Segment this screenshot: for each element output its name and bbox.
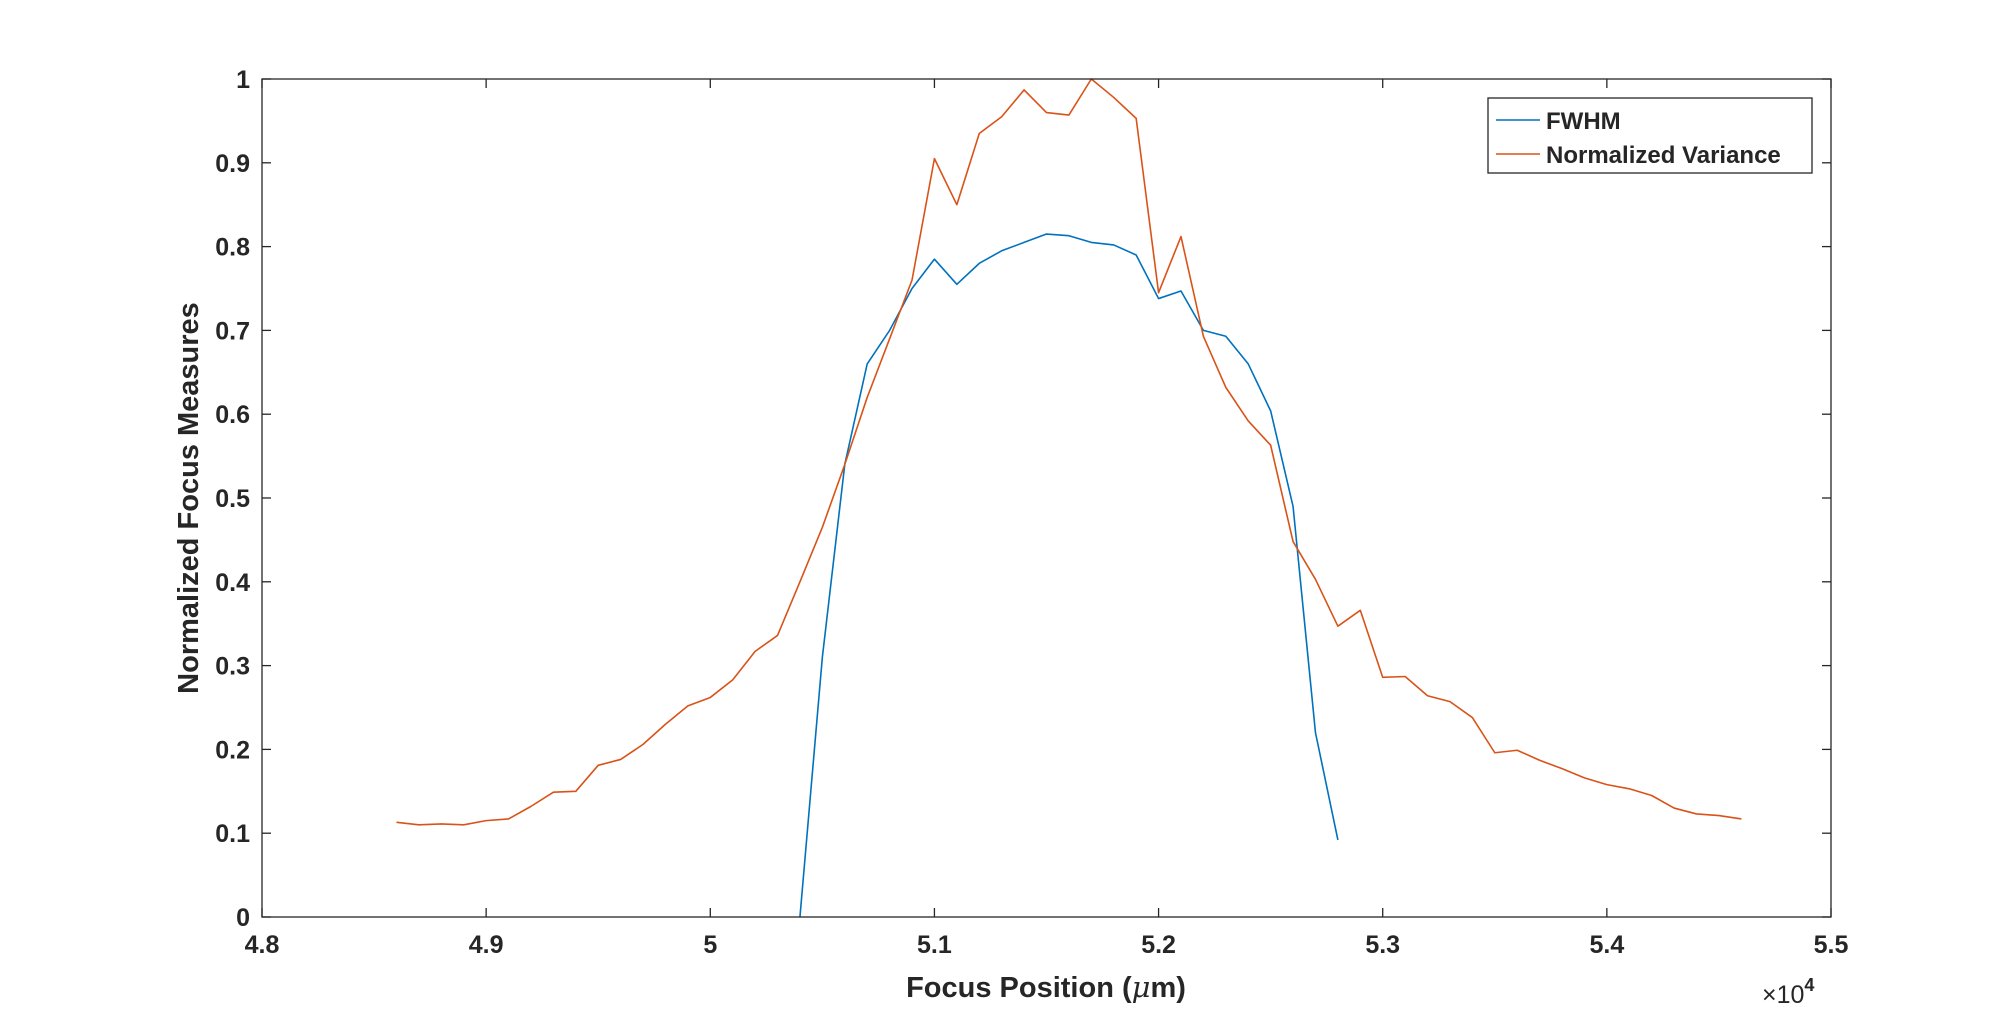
y-tick-label: 0.3 — [215, 653, 250, 681]
x-tick-label: 5.4 — [1589, 931, 1624, 959]
y-tick-label: 0.4 — [215, 569, 250, 597]
y-tick-label: 0.9 — [215, 150, 250, 178]
x-tick-label: 5 — [703, 931, 717, 959]
y-tick-label: 0 — [236, 904, 250, 932]
x-tick-label: 4.8 — [245, 931, 280, 959]
y-tick-label: 0.1 — [215, 820, 250, 848]
plot-background — [262, 79, 1831, 917]
legend-label-normalized-variance: Normalized Variance — [1546, 142, 1781, 169]
x-tick-label: 4.9 — [469, 931, 504, 959]
legend: FWHM Normalized Variance — [1487, 97, 1813, 174]
x-tick-label: 5.1 — [917, 931, 952, 959]
ticks-layer: 4.8 4.9 5 5.1 5.2 5.3 5.4 5.5 0 0.1 0.2 0.3 0.4 0.5 0.… — [215, 66, 1848, 959]
x-tick-label: 5.2 — [1141, 931, 1176, 959]
y-tick-label: 0.2 — [215, 736, 250, 764]
x-axis-title: Focus Position (μm) — [906, 970, 1186, 1004]
series-line-fwhm — [799, 233, 1339, 918]
y-tick-label: 0.7 — [215, 317, 250, 345]
x-tick-label: 5.5 — [1814, 931, 1849, 959]
y-tick-label: 0.6 — [215, 401, 250, 429]
series-line-normalized-variance — [396, 78, 1742, 826]
y-axis-title: Normalized Focus Measures — [173, 302, 205, 694]
x-tick-label: 5.3 — [1365, 931, 1400, 959]
legend-box — [1487, 97, 1813, 174]
y-tick-label: 0.5 — [215, 485, 250, 513]
y-tick-label: 1 — [236, 66, 250, 94]
legend-label-fwhm: FWHM — [1546, 108, 1621, 135]
series-layer — [396, 78, 1742, 918]
y-tick-label: 0.8 — [215, 234, 250, 262]
x-axis-exponent: ×104 — [1762, 975, 1814, 1009]
